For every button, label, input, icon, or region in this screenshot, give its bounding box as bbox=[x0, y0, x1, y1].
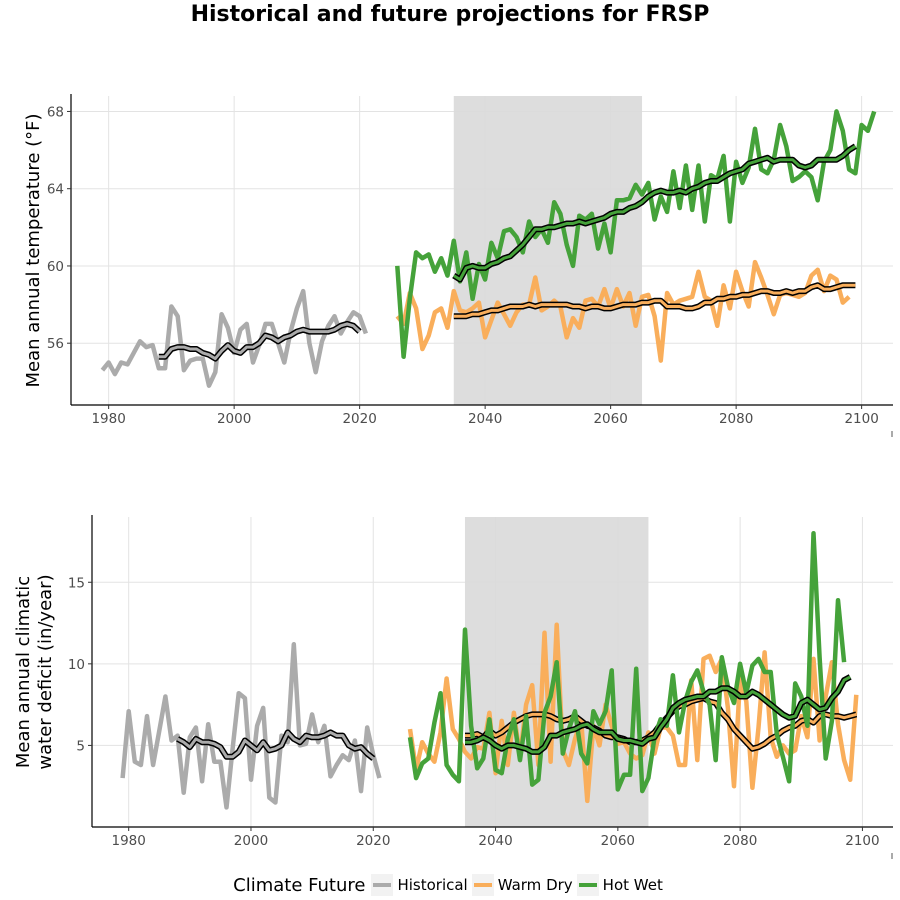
y-tick-label: 64 bbox=[47, 182, 64, 198]
water-deficit-hot-wet-smoothed-line bbox=[465, 675, 851, 754]
x-tick-label: 1980 bbox=[112, 833, 146, 849]
water-deficit-historical-annual-line bbox=[120, 642, 382, 810]
y-tick-label: 60 bbox=[47, 259, 64, 275]
legend-key-historical bbox=[371, 874, 394, 896]
x-tick-label: 2100 bbox=[845, 833, 879, 849]
water-deficit-panel: 1980 2000 2020 2040 2060 2080 2100 5 10 15 Mean an… bbox=[13, 515, 893, 859]
y-axis-label: Mean annual climaticwater deficit (in/ye… bbox=[13, 574, 56, 769]
x-tick-label: 2020 bbox=[356, 833, 390, 849]
y-tick-label: 56 bbox=[47, 336, 64, 352]
legend-item-hot-wet: Hot Wet bbox=[576, 874, 663, 896]
x-tick-label: 2000 bbox=[234, 833, 268, 849]
water-deficit-historical-smoothed-line bbox=[176, 730, 375, 760]
temperature-warm-dry-smoothed-line bbox=[453, 283, 856, 318]
water-deficit-hot-wet-annual-line bbox=[407, 531, 847, 794]
x-tick-label: 2000 bbox=[217, 411, 251, 427]
y-axis-label: Mean annual temperature (°F) bbox=[23, 113, 44, 387]
x-tick-label: 1980 bbox=[91, 411, 125, 427]
x-tick-label: 2100 bbox=[844, 411, 878, 427]
x-tick-label: 2060 bbox=[593, 411, 627, 427]
x-tick-label: 2040 bbox=[478, 833, 512, 849]
legend-key-hot-wet bbox=[576, 874, 599, 896]
x-tick-label: 2040 bbox=[468, 411, 502, 427]
reference-period-band bbox=[453, 96, 643, 405]
y-tick-label: 68 bbox=[47, 104, 64, 120]
x-tick-label: 2080 bbox=[723, 833, 757, 849]
temperature-hot-wet-annual-line bbox=[395, 109, 877, 359]
legend-label-historical: Historical bbox=[397, 876, 468, 894]
legend-label-warm-dry: Warm Dry bbox=[497, 876, 573, 894]
legend-label-hot-wet: Hot Wet bbox=[602, 876, 663, 894]
y-tick-label: 15 bbox=[68, 575, 85, 591]
y-tick-label: 5 bbox=[76, 738, 85, 754]
x-tick-label: 2020 bbox=[342, 411, 376, 427]
legend: Climate Future Historical Warm Dry Hot W… bbox=[0, 872, 900, 898]
chart-title: Historical and future projections for FR… bbox=[190, 2, 710, 27]
legend-item-historical: Historical bbox=[371, 874, 468, 896]
temperature-historical-smoothed-line bbox=[158, 322, 361, 361]
x-tick-label: 2080 bbox=[719, 411, 753, 427]
legend-item-warm-dry: Warm Dry bbox=[471, 874, 573, 896]
legend-title: Climate Future bbox=[233, 874, 366, 896]
y-tick-label: 10 bbox=[68, 657, 85, 673]
temperature-panel: 1980 2000 2020 2040 2060 2080 2100 56 60 64 68Mean… bbox=[23, 94, 893, 437]
temperature-hot-wet-smoothed-line bbox=[453, 144, 857, 281]
x-tick-label: 2060 bbox=[601, 833, 635, 849]
legend-key-warm-dry bbox=[471, 874, 494, 896]
